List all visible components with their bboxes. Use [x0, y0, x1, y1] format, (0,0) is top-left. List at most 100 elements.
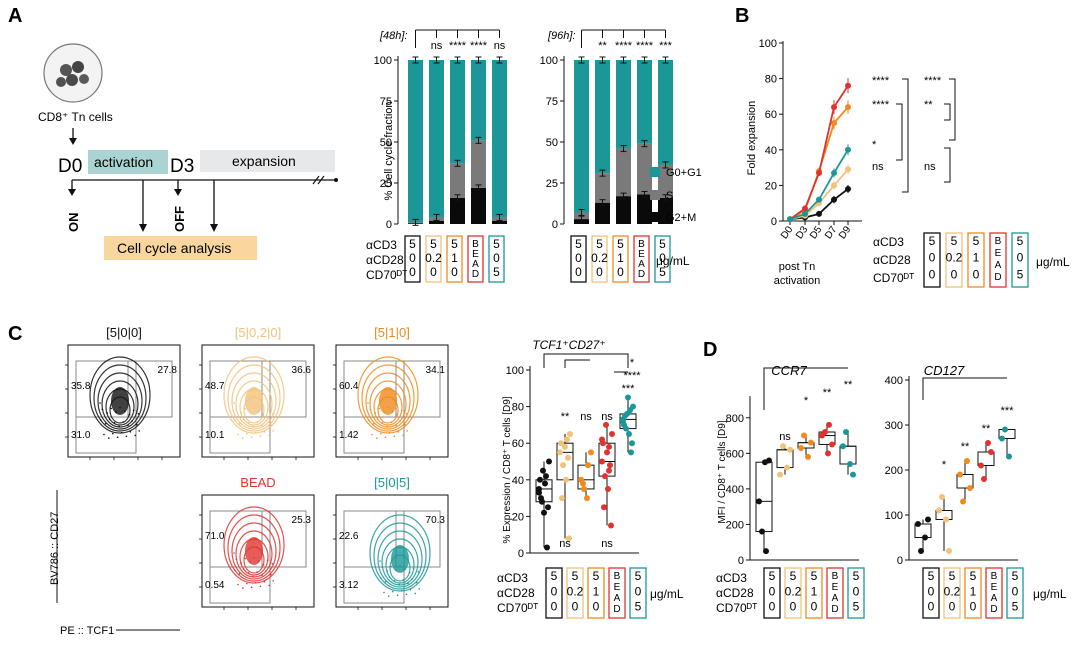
condition-value: 0 — [575, 265, 582, 279]
data-point — [566, 535, 572, 542]
condition-value: 5 — [551, 569, 558, 583]
y-tick-label: 200 — [885, 465, 903, 477]
sig-b: *********ns******ns — [872, 75, 956, 193]
y-tick-label: 40 — [512, 475, 524, 487]
event-dot — [388, 431, 391, 434]
condition-value: 0 — [575, 251, 582, 265]
event-dot — [402, 579, 405, 581]
condition-value: 5 — [951, 234, 958, 248]
gate — [127, 360, 173, 418]
condition-value: 5 — [929, 234, 936, 248]
panel-d-boxplots: CCR7 CD127 MFI / CD8⁺ T cells [D9] 0 200 4… — [716, 363, 1067, 619]
condition-box — [587, 567, 605, 619]
condition-value: 5 — [949, 569, 956, 583]
event-dot — [388, 595, 390, 597]
event-dot — [235, 558, 238, 561]
event-dot — [388, 576, 391, 578]
event-dot — [414, 592, 417, 595]
sig-label: ns — [601, 538, 613, 550]
condition-value: 5 — [970, 569, 977, 583]
data-point — [840, 443, 846, 450]
event-dot — [250, 586, 253, 588]
data-point — [601, 504, 607, 511]
event-dot — [242, 568, 245, 570]
gate — [261, 510, 307, 568]
y-tick-label: 80 — [512, 402, 524, 414]
y-tick-label: 400 — [885, 375, 903, 387]
condition-value: 5 — [575, 237, 582, 251]
event-dot — [262, 563, 265, 566]
condition-value: 5 — [1017, 267, 1024, 281]
sig-label: ns — [494, 40, 506, 52]
condition-value: 1 — [451, 251, 458, 265]
event-dot — [237, 583, 239, 586]
event-dot — [396, 594, 399, 596]
condition-value: 0 — [769, 600, 776, 614]
y-tick-label: 60 — [512, 438, 524, 450]
data-point — [584, 495, 590, 502]
x-axis-label-2: activation — [774, 275, 820, 287]
event-dot — [101, 408, 104, 411]
condition-value: 0 — [769, 584, 776, 598]
data-point — [606, 443, 612, 450]
y-tick-label: 75 — [546, 96, 558, 108]
event-dot — [246, 432, 248, 435]
sig-label: **** — [924, 75, 942, 87]
units-label: μg/mL — [656, 254, 690, 268]
condition-box — [989, 232, 1007, 288]
x-tick-label: D0 — [779, 224, 796, 241]
data-point — [630, 403, 636, 410]
data-point — [802, 210, 808, 217]
event-dot — [418, 588, 421, 590]
event-dot — [408, 571, 411, 574]
data-point — [585, 462, 591, 469]
row-label-cd28: αCD28 — [366, 253, 404, 267]
event-dot — [271, 563, 274, 565]
sig-label: ns — [431, 40, 443, 52]
condition-value: B — [472, 239, 479, 250]
event-dot — [244, 557, 246, 560]
sig-label: *** — [659, 40, 673, 52]
data-point — [620, 416, 626, 423]
condition-value: 0.2 — [567, 584, 584, 598]
condition-value: 0 — [970, 600, 977, 614]
data-point — [545, 504, 551, 511]
condition-box — [784, 567, 802, 619]
condition-value: B — [832, 571, 839, 582]
bar-g0g1 — [637, 60, 652, 144]
event-dot — [384, 436, 387, 439]
event-dot — [374, 412, 377, 414]
data-point — [925, 516, 931, 523]
event-dot — [367, 402, 369, 404]
event-dot — [263, 581, 266, 583]
condition-value: E — [614, 582, 621, 593]
contour-core — [111, 387, 129, 415]
legend-swatch-g0 — [650, 167, 660, 177]
event-dot — [259, 435, 262, 438]
panel-c-flow: [5|0|0] 35.8 27.8 31.0 [5|0,2|0] 48.7 36.6 10.1… — [49, 325, 449, 637]
contour — [377, 530, 423, 588]
gate-value: 35.8 — [71, 381, 91, 392]
condition-value: 5 — [596, 237, 603, 251]
condition-value: D — [831, 604, 838, 615]
condition-value: 0 — [1017, 251, 1024, 265]
event-dot — [252, 575, 254, 578]
y-axis-label: % Cell cycle fraction — [383, 101, 395, 200]
event-dot — [380, 577, 382, 579]
event-dot — [270, 573, 272, 576]
row-label-cd28: αCD28 — [716, 586, 754, 600]
condition-box — [1011, 232, 1029, 288]
condition-value: 0 — [928, 600, 935, 614]
event-dot — [271, 413, 274, 415]
data-point — [808, 439, 814, 446]
condition-value: 5 — [928, 569, 935, 583]
data-point — [625, 394, 631, 401]
sig-bracket — [902, 78, 909, 193]
data-point — [541, 509, 547, 516]
event-dot — [238, 572, 241, 575]
event-dot — [380, 432, 382, 435]
data-point — [543, 473, 549, 480]
sig-label: ns — [924, 161, 936, 173]
